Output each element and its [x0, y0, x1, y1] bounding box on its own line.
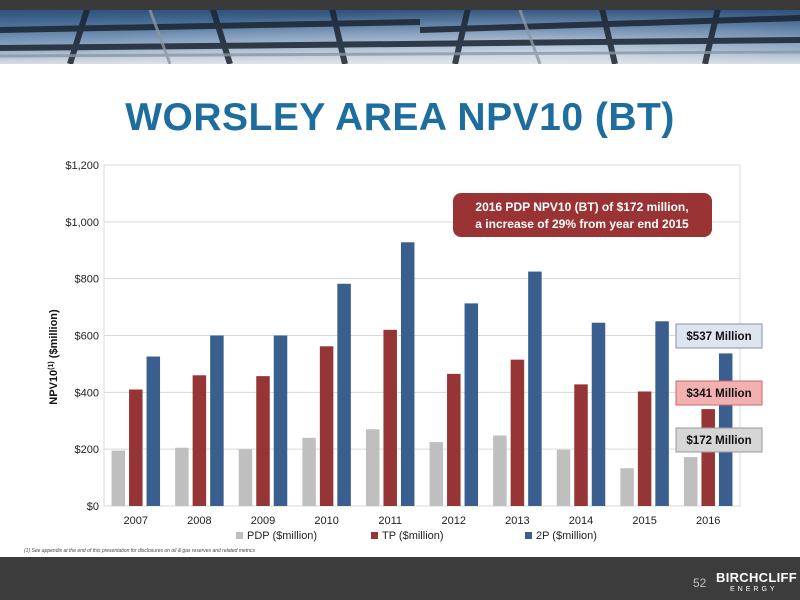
bar-pdp-2009: [238, 449, 253, 506]
x-tick-label: 2011: [378, 515, 402, 527]
y-tick-label: $400: [75, 387, 99, 399]
legend-entry: TP ($million): [382, 530, 444, 542]
chart-gridlines: [103, 164, 741, 507]
bar-tp-2010: [319, 346, 334, 506]
bar-2p-2008: [210, 335, 224, 506]
bar-tp-2009: [256, 376, 270, 506]
bar-tp-2016: [701, 409, 715, 506]
y-tick-label: $1,200: [65, 160, 99, 172]
x-tick-label: 2014: [569, 515, 593, 527]
bar-2p-2007: [146, 356, 161, 506]
logo-name: BIRCHCLIFF: [716, 570, 797, 585]
legend-entry: 2P ($million): [536, 530, 597, 542]
x-tick-label: 2015: [632, 515, 656, 527]
bar-pdp-2015: [620, 468, 634, 506]
legend-swatch: [236, 532, 243, 539]
bar-tp-2013: [510, 359, 525, 506]
value-label-box: [675, 323, 763, 349]
bar-2p-2009: [273, 335, 288, 506]
bar-tp-2007: [129, 389, 143, 506]
y-tick-label: $1,000: [65, 217, 99, 229]
bar-pdp-2011: [365, 429, 380, 506]
bar-2p-2014: [591, 322, 606, 506]
bar-tp-2008: [192, 375, 207, 506]
bar-pdp-2013: [493, 435, 507, 506]
y-tick-label: $200: [75, 444, 99, 456]
y-axis-tick-labels: $0 $200 $400 $600 $800 $1,000 $1,200: [65, 160, 99, 513]
bar-tp-2015: [637, 391, 652, 506]
chart-bars: [111, 242, 733, 506]
callout-line-1: 2016 PDP NPV10 (BT) of $172 million,: [475, 200, 688, 214]
value-labels: $537 Million $341 Million $172 Million: [675, 323, 763, 453]
value-label-0: $537 Million: [675, 323, 763, 349]
callout-line-2: a increase of 29% from year end 2015: [475, 217, 689, 231]
y-tick-label: $800: [75, 274, 99, 286]
x-tick-label: 2009: [251, 515, 275, 527]
page-title: WORSLEY AREA NPV10 (BT): [125, 96, 675, 139]
y-tick-label: $600: [75, 331, 99, 343]
value-label-2: $172 Million: [675, 427, 763, 453]
value-label-text: $537 Million: [686, 331, 751, 343]
chart-legend: PDP ($million) TP ($million) 2P ($million): [236, 530, 597, 542]
y-axis-label: NPV10(1) ($million): [48, 309, 60, 405]
value-label-box: [675, 427, 763, 453]
x-tick-label: 2007: [124, 515, 148, 527]
x-tick-label: 2008: [187, 515, 211, 527]
x-tick-label: 2013: [505, 515, 529, 527]
logo-subtitle: ENERGY: [730, 586, 778, 593]
value-label-box: [675, 380, 763, 406]
callout-box: 2016 PDP NPV10 (BT) of $172 million, a i…: [453, 193, 712, 237]
bar-tp-2012: [447, 373, 461, 506]
bar-2p-2011: [400, 242, 415, 506]
value-label-1: $341 Million: [675, 380, 763, 406]
x-tick-label: 2012: [442, 515, 466, 527]
header-banner-image: [0, 0, 800, 64]
x-axis-tick-labels: 2007 2008 2009 2010 2011 2012 2013 2014 2015 2016: [124, 515, 721, 527]
bar-tp-2011: [383, 329, 397, 506]
bar-2p-2013: [528, 271, 542, 506]
y-tick-label: $0: [87, 501, 99, 513]
bar-tp-2014: [574, 384, 588, 506]
bar-pdp-2012: [429, 442, 444, 506]
bar-2p-2015: [655, 321, 669, 506]
bar-2p-2010: [337, 283, 351, 506]
legend-swatch: [371, 532, 378, 539]
x-tick-label: 2010: [314, 515, 338, 527]
bar-pdp-2010: [302, 437, 316, 506]
birchcliff-logo: BIRCHCLIFF ENERGY: [716, 570, 797, 598]
x-tick-label: 2016: [696, 515, 720, 527]
legend-entry: PDP ($million): [247, 530, 317, 542]
legend-swatch: [525, 532, 532, 539]
bar-pdp-2016: [683, 457, 698, 506]
bar-2p-2012: [464, 303, 479, 506]
bar-pdp-2007: [111, 450, 126, 506]
bar-pdp-2014: [556, 449, 571, 506]
npv10-bar-chart: $0$200$400$600$800$1,000$1,200 2007 2008 2…: [48, 160, 763, 542]
page-number: 52: [693, 576, 707, 590]
value-label-text: $172 Million: [686, 435, 751, 447]
bar-pdp-2008: [175, 447, 189, 506]
footnote: (1) See appendix at the end of this pres…: [24, 548, 255, 554]
footer-bar: [0, 557, 800, 600]
value-label-text: $341 Million: [686, 388, 751, 400]
